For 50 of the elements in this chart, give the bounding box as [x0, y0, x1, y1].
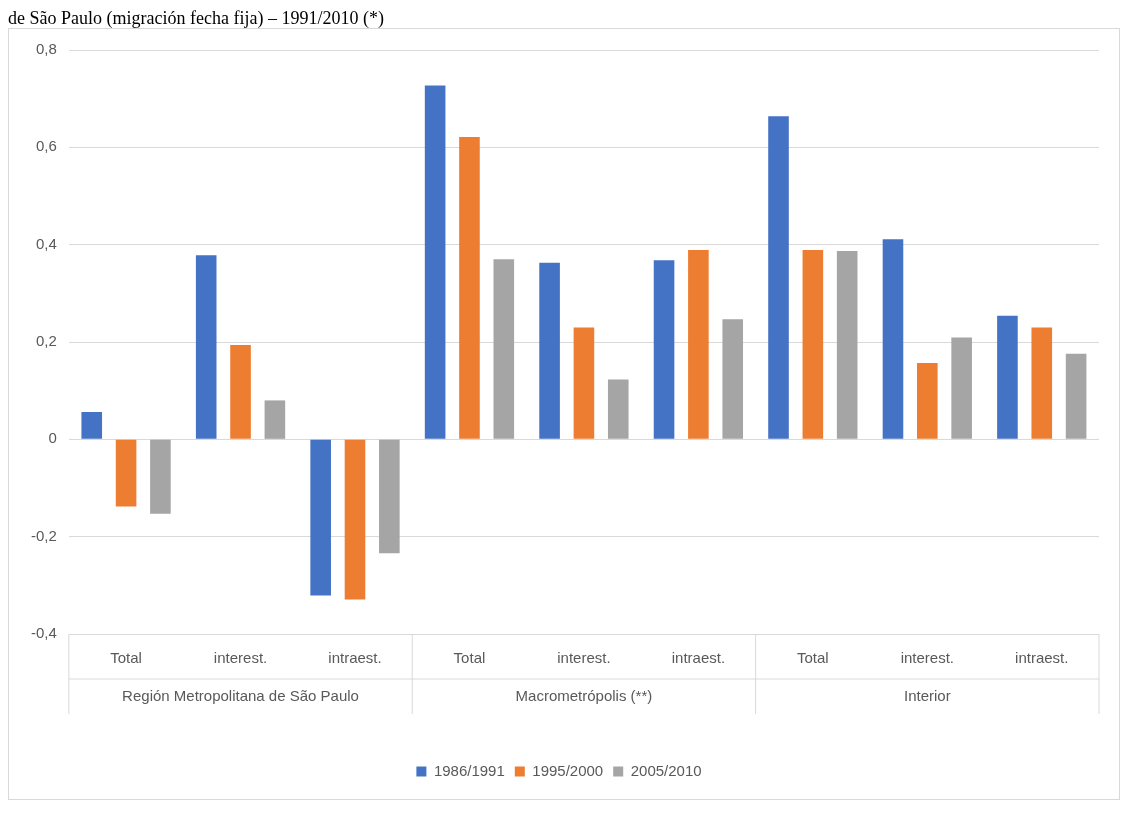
bar	[115, 439, 137, 507]
bar	[722, 319, 744, 439]
bar	[882, 239, 904, 439]
bar	[344, 439, 366, 600]
bar	[1065, 353, 1087, 439]
bar	[951, 337, 972, 439]
x-tick-label: Total	[110, 649, 142, 667]
y-tick-label: -0,4	[30, 624, 57, 642]
bar	[150, 439, 171, 514]
bar	[836, 250, 858, 439]
bar	[688, 250, 709, 439]
bar	[802, 250, 824, 439]
x-tick-label: interest.	[900, 649, 954, 667]
y-tick-label: 0,8	[35, 40, 57, 58]
bar	[653, 260, 675, 439]
bar	[493, 259, 515, 439]
x-tick-label: intraest.	[671, 649, 726, 667]
y-tick-label: 0	[48, 429, 57, 447]
y-tick-label: 0,4	[35, 234, 57, 252]
x-tick-label: Total	[797, 649, 829, 667]
bar	[310, 439, 331, 596]
bar	[997, 315, 1018, 439]
bar	[81, 412, 103, 439]
bar	[607, 379, 629, 439]
x-tick-label: intraest.	[1015, 649, 1069, 667]
legend-label: 1995/2000	[532, 761, 604, 779]
bar	[917, 362, 938, 439]
text: Región Metropolitana de São Paulo	[122, 687, 359, 705]
bar	[539, 262, 560, 439]
x-tick-label: Total	[453, 649, 486, 667]
bar	[379, 439, 400, 554]
bar	[195, 255, 217, 439]
bar	[230, 344, 251, 439]
x-tick-label: intraest.	[328, 649, 382, 667]
bar	[424, 85, 446, 439]
chart-title: de São Paulo (migración fecha fija) – 1991/2010 (*)	[8, 8, 385, 28]
y-tick-label: 0,6	[35, 137, 57, 155]
bar	[264, 400, 286, 439]
x-tick-label: interest.	[213, 649, 268, 667]
y-tick-label: 0,2	[35, 332, 57, 350]
bar	[768, 116, 789, 439]
legend-label: 1986/1991	[433, 761, 505, 779]
bar	[573, 327, 595, 439]
x-tick-label: interest.	[557, 649, 611, 667]
text: Interior	[903, 687, 951, 705]
bar	[1031, 327, 1053, 439]
y-tick-label: -0,2	[30, 526, 57, 544]
bar	[459, 137, 480, 439]
legend-label: 2005/2010	[630, 761, 702, 779]
text: Macrometrópolis (**)	[515, 687, 653, 705]
